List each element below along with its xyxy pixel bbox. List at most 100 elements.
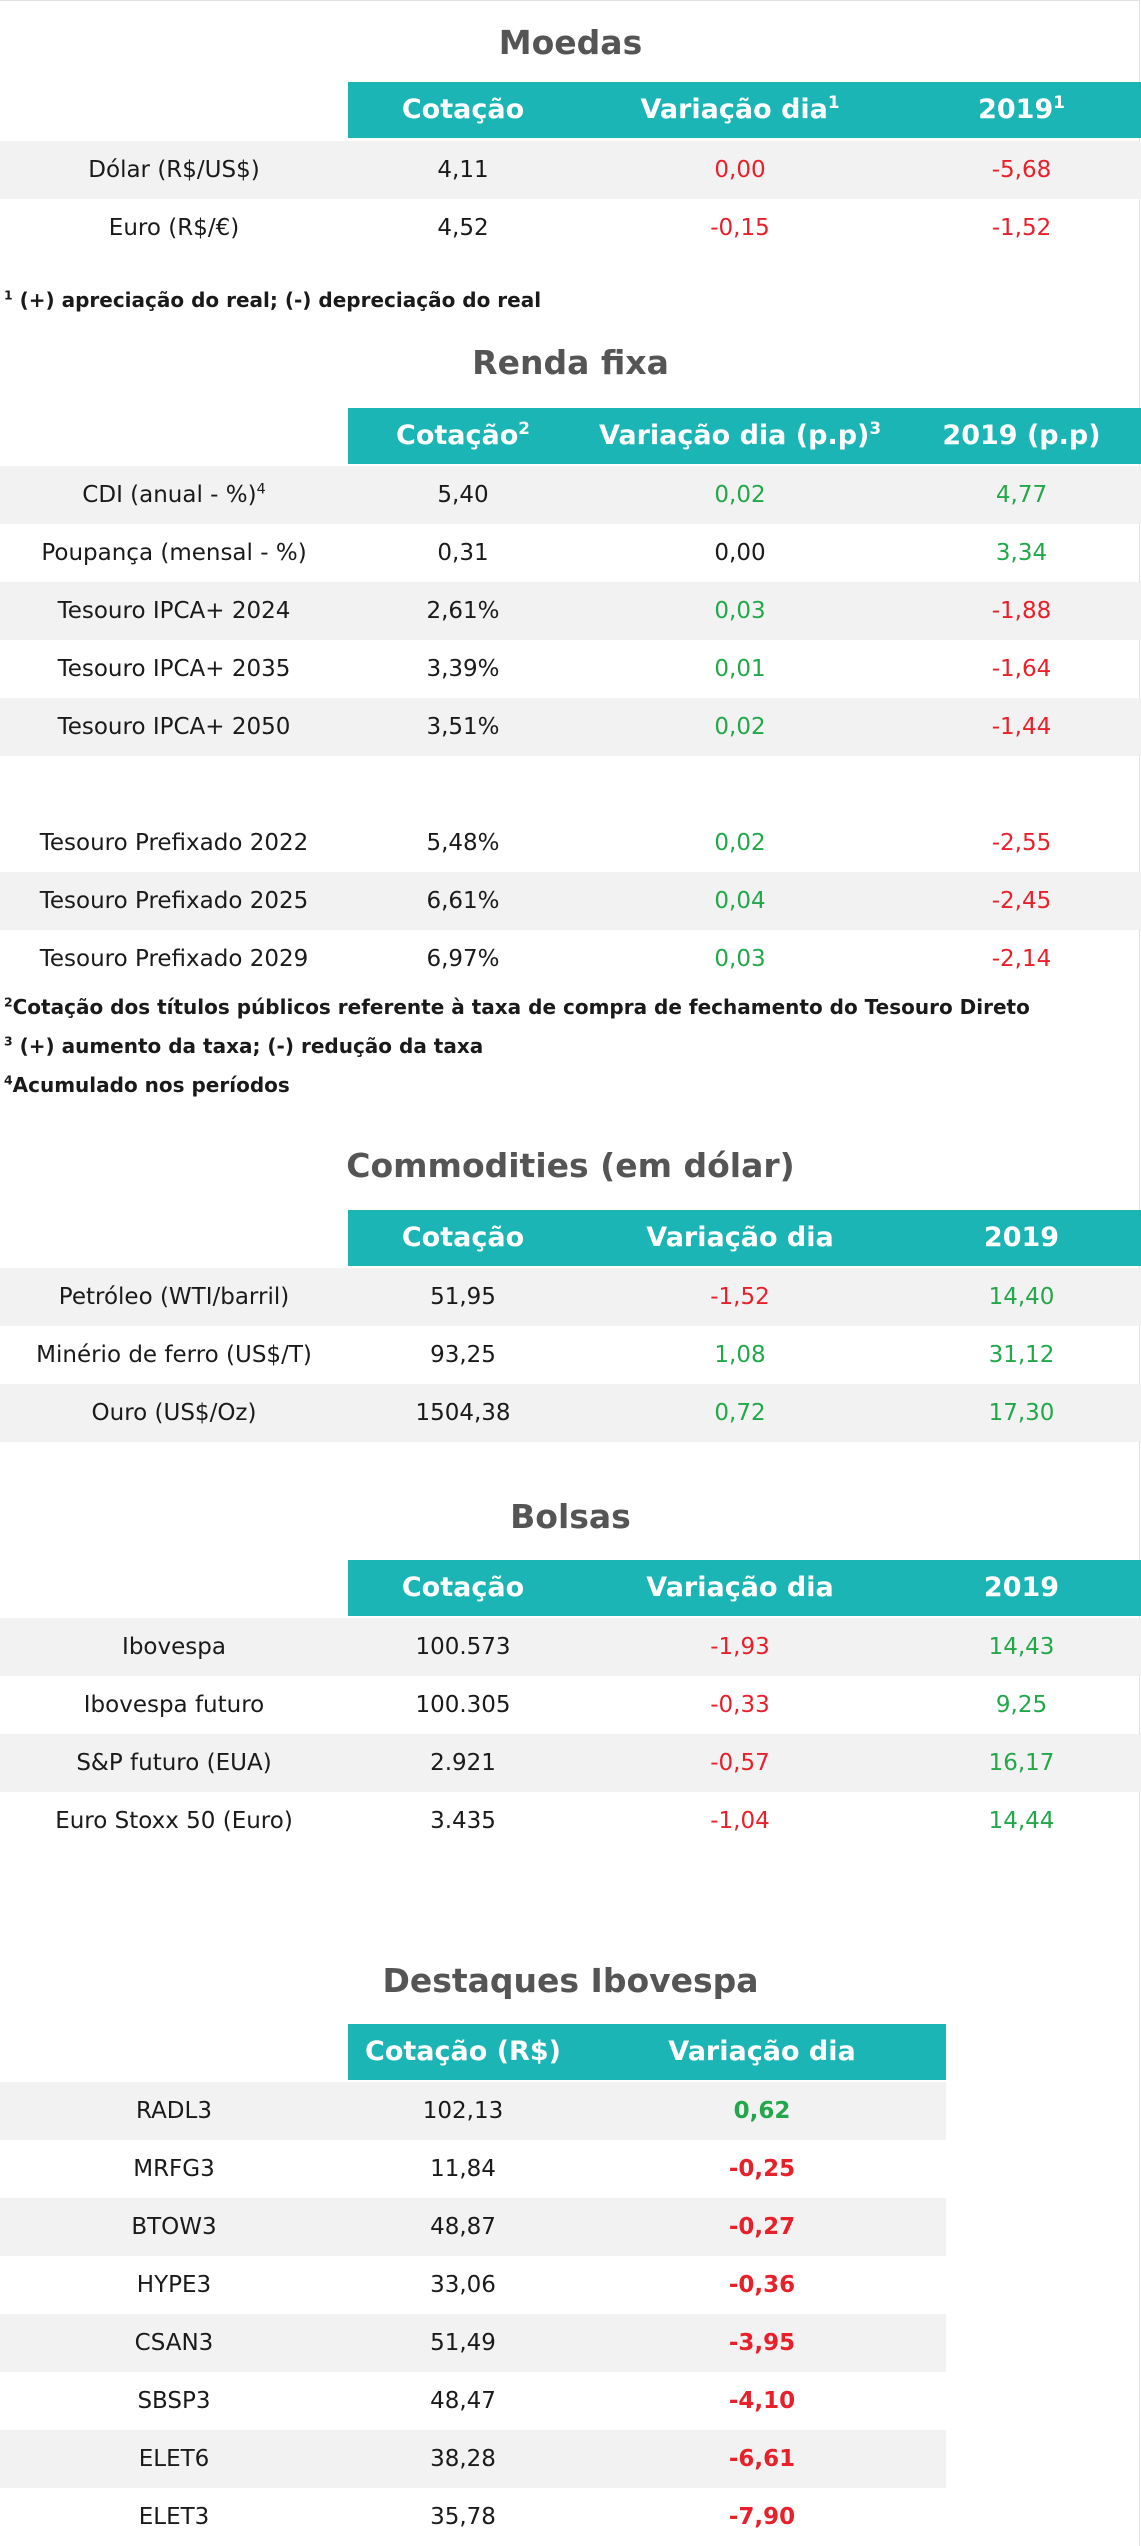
row-variacao: -0,27 <box>728 2214 796 2240</box>
row-label: Tesouro IPCA+ 2035 <box>57 656 291 682</box>
row-cotacao: 2.921 <box>430 1750 496 1776</box>
row-variacao: -0,36 <box>728 2272 796 2298</box>
renda-fixa-header: Cotação2 Variação dia (p.p)3 2019 (p.p) <box>348 408 1141 464</box>
row-variacao: 0,03 <box>714 946 766 972</box>
table-row: CSAN3 51,49 -3,95 <box>0 2314 946 2372</box>
table-row: Euro (R$/€) 4,52 -0,15 -1,52 <box>0 199 1141 257</box>
row-label: Tesouro IPCA+ 2024 <box>57 598 291 624</box>
table-row: Tesouro Prefixado 2029 6,97% 0,03 -2,14 <box>0 930 1141 988</box>
row-label: Dólar (R$/US$) <box>88 157 260 183</box>
header-variacao: Variação dia <box>646 1222 834 1253</box>
row-2019: -1,64 <box>991 656 1052 682</box>
row-label: Tesouro IPCA+ 2050 <box>57 714 291 740</box>
row-label: Ibovespa <box>122 1634 226 1660</box>
table-row: Tesouro IPCA+ 2050 3,51% 0,02 -1,44 <box>0 698 1141 756</box>
row-label: ELET6 <box>138 2446 210 2472</box>
header-cotacao: Cotação <box>401 1222 525 1253</box>
row-label: CSAN3 <box>134 2330 214 2356</box>
row-2019: -5,68 <box>991 157 1052 183</box>
row-cotacao: 4,52 <box>437 215 489 241</box>
moedas-header: Cotação Variação dia1 20191 <box>348 82 1141 138</box>
table-row: Petróleo (WTI/barril) 51,95 -1,52 14,40 <box>0 1268 1141 1326</box>
row-cotacao: 6,97% <box>426 946 500 972</box>
row-cotacao: 93,25 <box>430 1342 496 1368</box>
row-variacao: -0,15 <box>710 215 770 241</box>
row-label: BTOW3 <box>131 2214 217 2240</box>
row-cotacao: 3,39% <box>426 656 500 682</box>
row-variacao: 0,03 <box>714 598 766 624</box>
table-row: CDI (anual - %)4 5,40 0,02 4,77 <box>0 466 1141 524</box>
row-2019: 14,40 <box>988 1284 1055 1310</box>
destaques-title: Destaques Ibovespa <box>382 1961 759 2000</box>
table-row: Tesouro IPCA+ 2035 3,39% 0,01 -1,64 <box>0 640 1141 698</box>
row-2019: -2,45 <box>991 888 1052 914</box>
table-row: Poupança (mensal - %) 0,31 0,00 3,34 <box>0 524 1141 582</box>
table-row: Ibovespa futuro 100.305 -0,33 9,25 <box>0 1676 1141 1734</box>
footnote: 4Acumulado nos períodos <box>4 1072 290 1097</box>
row-variacao: -6,61 <box>728 2446 796 2472</box>
header-cotacao: Cotação2 <box>396 418 530 451</box>
table-row: Ouro (US$/Oz) 1504,38 0,72 17,30 <box>0 1384 1141 1442</box>
row-variacao: 0,72 <box>714 1400 766 1426</box>
row-variacao: 0,02 <box>714 482 766 508</box>
row-variacao: 0,01 <box>714 656 766 682</box>
row-cotacao: 0,31 <box>437 540 489 566</box>
row-variacao: 0,62 <box>733 2098 791 2124</box>
row-label: SBSP3 <box>137 2388 211 2414</box>
row-variacao: -7,90 <box>728 2504 796 2530</box>
row-2019: -1,88 <box>991 598 1052 624</box>
row-variacao: -1,52 <box>710 1284 770 1310</box>
row-2019: 16,17 <box>988 1750 1055 1776</box>
table-row: S&P futuro (EUA) 2.921 -0,57 16,17 <box>0 1734 1141 1792</box>
renda-fixa-title: Renda fixa <box>472 343 669 382</box>
row-2019: -1,44 <box>991 714 1052 740</box>
row-cotacao: 48,87 <box>430 2214 496 2240</box>
row-variacao: 1,08 <box>714 1342 766 1368</box>
table-row: MRFG3 11,84 -0,25 <box>0 2140 946 2198</box>
row-2019: 31,12 <box>988 1342 1055 1368</box>
moedas-title: Moedas <box>498 23 643 62</box>
destaques-header: Cotação (R$) Variação dia <box>348 2024 946 2080</box>
row-variacao: -3,95 <box>728 2330 796 2356</box>
header-variacao: Variação dia1 <box>640 92 840 125</box>
header-cotacao: Cotação <box>401 94 525 125</box>
header-2019: 2019 <box>983 1572 1060 1603</box>
row-label: MRFG3 <box>133 2156 215 2182</box>
row-variacao: 0,02 <box>714 714 766 740</box>
table-row: Minério de ferro (US$/T) 93,25 1,08 31,1… <box>0 1326 1141 1384</box>
row-label: Ibovespa futuro <box>83 1692 265 1718</box>
row-label: Tesouro Prefixado 2022 <box>39 830 309 856</box>
row-2019: 17,30 <box>988 1400 1055 1426</box>
row-cotacao: 100.573 <box>415 1634 511 1660</box>
row-cotacao: 2,61% <box>426 598 500 624</box>
row-variacao: -0,25 <box>728 2156 796 2182</box>
table-row: Ibovespa 100.573 -1,93 14,43 <box>0 1618 1141 1676</box>
header-cotacao: Cotação (R$) <box>365 2036 561 2067</box>
row-cotacao: 51,95 <box>430 1284 496 1310</box>
table-row: ELET3 35,78 -7,90 <box>0 2488 946 2546</box>
table-row: RADL3 102,13 0,62 <box>0 2082 946 2140</box>
row-cotacao: 38,28 <box>430 2446 496 2472</box>
row-cotacao: 3.435 <box>430 1808 496 1834</box>
table-row: HYPE3 33,06 -0,36 <box>0 2256 946 2314</box>
row-variacao: -0,57 <box>710 1750 770 1776</box>
row-label: CDI (anual - %)4 <box>82 481 266 508</box>
row-cotacao: 100.305 <box>415 1692 511 1718</box>
row-variacao: -4,10 <box>728 2388 796 2414</box>
header-2019: 2019 (p.p) <box>942 420 1101 451</box>
row-cotacao: 5,40 <box>437 482 489 508</box>
row-cotacao: 6,61% <box>426 888 500 914</box>
row-label: Tesouro Prefixado 2029 <box>39 946 309 972</box>
row-label: ELET3 <box>138 2504 210 2530</box>
row-variacao: -1,93 <box>710 1634 770 1660</box>
header-cotacao: Cotação <box>401 1572 525 1603</box>
table-row: Tesouro Prefixado 2025 6,61% 0,04 -2,45 <box>0 872 1141 930</box>
row-cotacao: 11,84 <box>430 2156 496 2182</box>
row-label: Petróleo (WTI/barril) <box>58 1284 290 1310</box>
commodities-header: Cotação Variação dia 2019 <box>348 1210 1141 1266</box>
header-2019: 2019 <box>983 1222 1060 1253</box>
row-variacao: 0,00 <box>714 540 766 566</box>
row-label: Poupança (mensal - %) <box>41 540 307 566</box>
footnote: 3 (+) aumento da taxa; (-) redução da ta… <box>4 1033 484 1058</box>
row-variacao: -1,04 <box>710 1808 770 1834</box>
